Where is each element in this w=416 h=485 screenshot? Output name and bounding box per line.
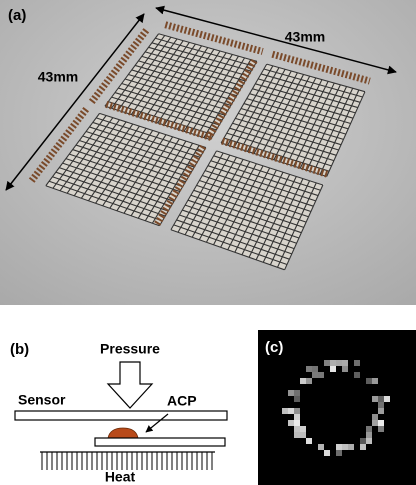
pixel [372,396,378,402]
pixel [378,396,384,402]
pixel [354,360,360,366]
pixel [282,408,288,414]
pixel [372,378,378,384]
pixel [294,432,300,438]
pixel [330,366,336,372]
acp-blob [108,428,138,438]
pixel [378,402,384,408]
pixel [378,408,384,414]
pixel [330,360,336,366]
panel-label: (a) [8,7,26,24]
pixel [342,366,348,372]
pixel [306,366,312,372]
pixel [288,420,294,426]
panel-label: (b) [10,341,29,358]
pixel [294,396,300,402]
pixel [342,360,348,366]
pixel [366,432,372,438]
heat-label: Heat [105,469,136,485]
pixel [306,438,312,444]
pixel [372,414,378,420]
pixel [360,444,366,450]
pixel [294,390,300,396]
pixel [294,426,300,432]
pixel [336,450,342,456]
pixel [366,378,372,384]
pixel [354,372,360,378]
pixel [378,420,384,426]
figure: (a) 43mm 43mm (b) Pressure Sensor ACP He… [0,0,416,485]
pixel [312,372,318,378]
pixel [318,372,324,378]
pixel [378,426,384,432]
pressure-arrow [108,362,152,408]
pixel [366,426,372,432]
pixel [360,438,366,444]
pixel [366,438,372,444]
dimension-label: 43mm [285,29,325,45]
pixel [336,444,342,450]
pixel [294,408,300,414]
pixel [312,366,318,372]
pixel [300,378,306,384]
substrate-plate [95,438,225,446]
heater [40,452,215,470]
pixel [372,420,378,426]
panel-label: (c) [265,339,283,356]
pixel [324,450,330,456]
pixel [384,396,390,402]
pixel [324,360,330,366]
sensor-label: Sensor [18,392,66,408]
pixel [294,420,300,426]
pixel [318,444,324,450]
pixel [342,444,348,450]
diagram-panel-b: (b) Pressure Sensor ACP Heat [10,341,227,485]
pressure-label: Pressure [100,341,160,357]
pixel [336,360,342,366]
pixel [288,390,294,396]
pixel [306,378,312,384]
pixel [348,444,354,450]
pixel [300,426,306,432]
photo-background [0,0,416,305]
dimension-label: 43mm [38,69,78,85]
pixel [294,414,300,420]
acp-label: ACP [167,393,197,409]
sensor-plate [15,411,227,420]
photo-panel-a [0,0,416,305]
pixel [288,408,294,414]
pixel [300,432,306,438]
